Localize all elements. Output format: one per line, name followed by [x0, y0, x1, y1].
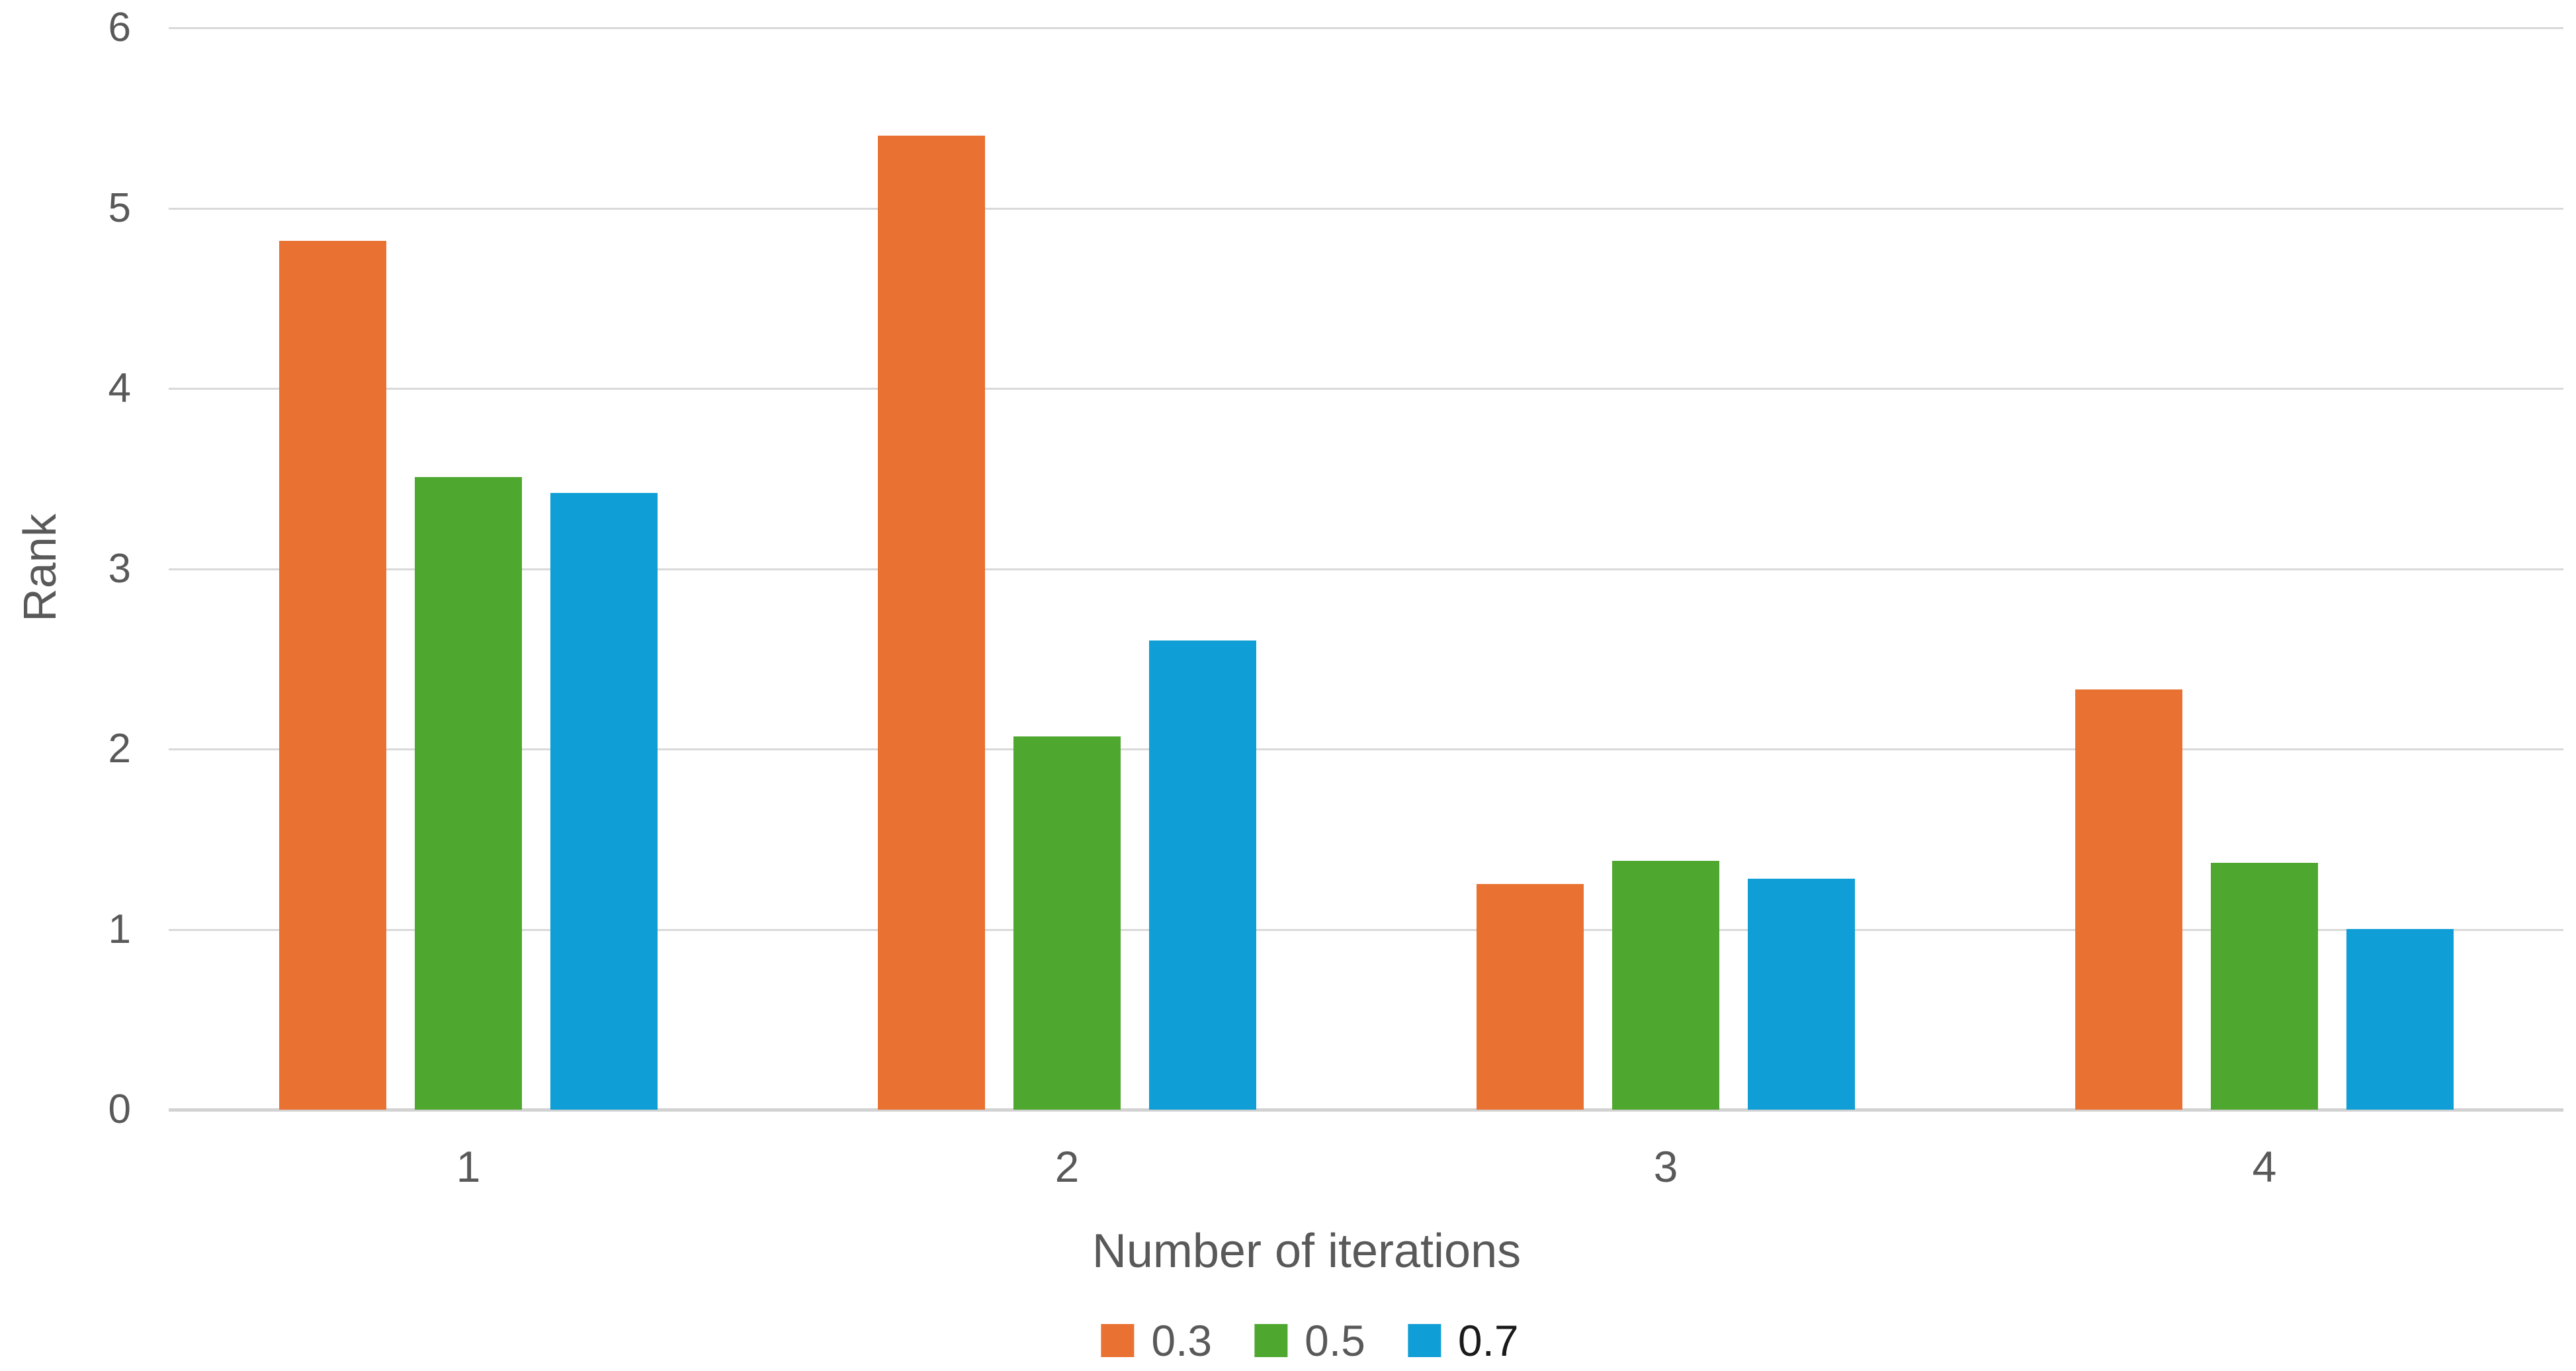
legend-swatch-icon [1101, 1324, 1135, 1357]
legend-swatch-icon [1407, 1324, 1441, 1357]
bar-series-0.3-category-1[interactable] [279, 241, 386, 1110]
bar-group-2 [878, 136, 1256, 1110]
x-axis-line [169, 1108, 2563, 1112]
bar-series-0.3-category-3[interactable] [1477, 884, 1584, 1110]
bar-series-0.7-category-4[interactable] [2346, 929, 2454, 1110]
gridline [169, 748, 2563, 750]
y-tick-label: 3 [108, 546, 131, 592]
x-tick-label: 4 [2252, 1142, 2277, 1191]
bar-series-0.3-category-2[interactable] [878, 136, 985, 1110]
legend-item-0.3[interactable]: 0.3 [1101, 1319, 1212, 1362]
x-axis-title: Number of iterations [1092, 1225, 1522, 1278]
bar-series-0.7-category-1[interactable] [550, 493, 658, 1110]
legend-label: 0.3 [1151, 1316, 1213, 1365]
y-tick-label: 4 [108, 365, 131, 411]
bar-series-0.5-category-4[interactable] [2211, 863, 2318, 1110]
bar-series-0.5-category-3[interactable] [1612, 861, 1719, 1110]
y-tick-label: 1 [108, 907, 131, 952]
bar-series-0.5-category-2[interactable] [1013, 736, 1121, 1110]
x-tick-label: 3 [1653, 1142, 1678, 1191]
gridline [169, 568, 2563, 570]
gridline [169, 208, 2563, 210]
bar-group-4 [2075, 689, 2454, 1110]
legend-item-0.5[interactable]: 0.5 [1254, 1319, 1365, 1362]
legend-label: 0.5 [1305, 1316, 1365, 1365]
bar-group-1 [279, 241, 658, 1110]
bar-series-0.5-category-1[interactable] [415, 477, 522, 1110]
bar-group-3 [1477, 861, 1855, 1110]
legend: 0.3 0.5 0.7 [1101, 1316, 1519, 1365]
legend-item-0.7[interactable]: 0.7 [1407, 1316, 1519, 1365]
legend-swatch-icon [1254, 1324, 1288, 1357]
legend-label: 0.7 [1457, 1316, 1519, 1365]
y-tick-label: 2 [108, 726, 131, 772]
y-tick-label: 6 [108, 5, 131, 50]
y-tick-label: 0 [108, 1086, 131, 1132]
x-tick-label: 2 [1054, 1142, 1080, 1191]
gridline [169, 27, 2563, 29]
bar-series-0.7-category-3[interactable] [1748, 879, 1855, 1110]
gridline [169, 388, 2563, 390]
bar-series-0.3-category-4[interactable] [2075, 689, 2182, 1110]
x-tick-label: 1 [456, 1142, 481, 1191]
y-tick-label: 5 [108, 185, 131, 231]
bar-series-0.7-category-2[interactable] [1149, 641, 1256, 1110]
gridline [169, 929, 2563, 931]
